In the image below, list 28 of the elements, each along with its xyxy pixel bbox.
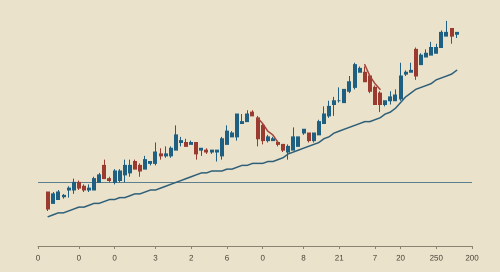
candlestick xyxy=(194,142,198,160)
x-tick-label: 7 xyxy=(372,254,378,262)
candlestick xyxy=(250,110,254,116)
candlestick xyxy=(414,47,418,80)
candlestick xyxy=(450,28,454,44)
x-tick-label: 2 xyxy=(188,254,194,262)
x-tick-label: 0 xyxy=(76,254,82,262)
candlestick xyxy=(204,148,208,154)
x-tick-label: 3 xyxy=(153,254,158,262)
candlestick xyxy=(184,138,188,147)
x-tick-label: 0 xyxy=(260,254,266,262)
candlestick xyxy=(302,128,306,136)
candlestick xyxy=(199,148,203,156)
x-tick-label: 250 xyxy=(430,254,444,262)
candlestick xyxy=(46,191,50,212)
x-tick-label: 0 xyxy=(112,254,118,262)
x-tick-label: 0 xyxy=(36,254,41,262)
candlestick xyxy=(62,194,66,200)
candlestick xyxy=(455,32,459,39)
x-tick-label: 21 xyxy=(334,254,344,262)
candlestick xyxy=(189,140,193,145)
candlestick xyxy=(399,62,403,102)
x-tick-label: 200 xyxy=(465,254,480,262)
candlestick xyxy=(307,132,311,144)
x-tick-label: 6 xyxy=(224,254,230,262)
x-tick-label: 20 xyxy=(396,254,406,262)
candlestick xyxy=(159,148,163,160)
x-tick-label: 8 xyxy=(301,254,306,262)
